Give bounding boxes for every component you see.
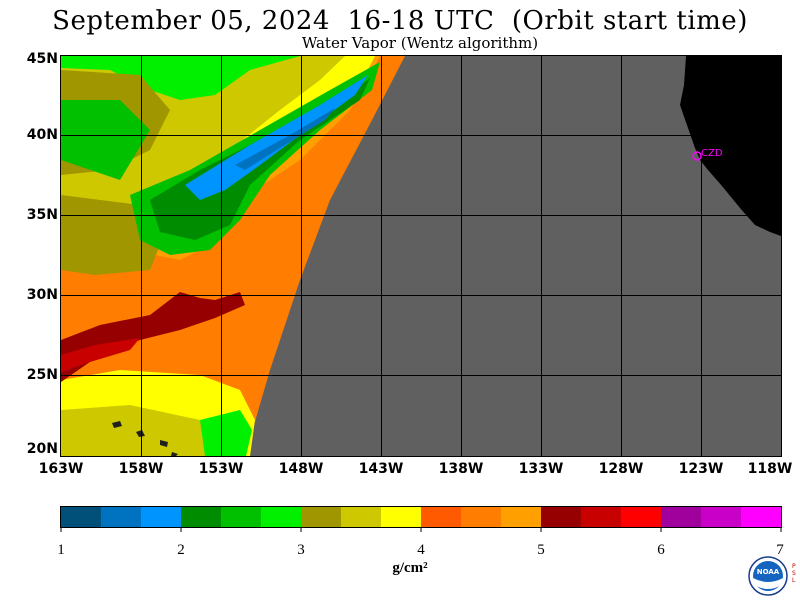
lon-label: 128W bbox=[598, 461, 644, 477]
lon-label: 138W bbox=[438, 461, 484, 477]
colorbar-swatch bbox=[341, 507, 382, 527]
station-marker: CZD bbox=[692, 148, 723, 161]
colorbar-swatch bbox=[381, 507, 422, 527]
colorbar-swatch bbox=[261, 507, 302, 527]
colorbar bbox=[60, 506, 782, 532]
vapor-zone-olive-south bbox=[61, 405, 245, 456]
north-america-coast bbox=[680, 56, 781, 236]
lat-label: 25N bbox=[26, 367, 58, 383]
grid-lines bbox=[61, 56, 781, 456]
colorbar-swatch bbox=[421, 507, 462, 527]
map-frame: CZD bbox=[61, 56, 781, 456]
colorbar-swatch bbox=[221, 507, 262, 527]
vapor-zone-blue-core bbox=[235, 108, 335, 170]
map-border bbox=[60, 55, 782, 457]
noaa-logo: NOAA bbox=[748, 556, 788, 596]
colorbar-swatch bbox=[141, 507, 182, 527]
colorbar-swatch bbox=[581, 507, 622, 527]
colorbar-swatch bbox=[61, 507, 102, 527]
land-mass bbox=[112, 56, 781, 456]
colorbar-tick-label: 2 bbox=[177, 542, 185, 558]
vapor-zone-green-south bbox=[200, 410, 252, 456]
vapor-zone-darkred bbox=[61, 292, 245, 382]
vapor-zone-blue bbox=[185, 75, 368, 200]
vapor-zone-green bbox=[61, 100, 150, 180]
lat-label: 20N bbox=[26, 441, 58, 457]
page-title: September 05, 2024 16-18 UTC (Orbit star… bbox=[52, 6, 748, 36]
hawaii-islands bbox=[112, 421, 178, 456]
lon-label: 158W bbox=[118, 461, 164, 477]
lon-label: 143W bbox=[358, 461, 404, 477]
colorbar-swatch bbox=[741, 507, 782, 527]
lat-label: 45N bbox=[26, 51, 58, 67]
lon-label: 148W bbox=[278, 461, 324, 477]
colorbar-unit: g/cm² bbox=[392, 560, 428, 576]
logo-text: NOAA bbox=[757, 568, 780, 576]
psl-text: P S L bbox=[792, 563, 796, 584]
lat-label: 35N bbox=[26, 207, 58, 223]
vapor-zone-green-light bbox=[61, 56, 300, 100]
colorbar-swatch bbox=[181, 507, 222, 527]
lat-label: 40N bbox=[26, 127, 58, 143]
station-label: CZD bbox=[701, 148, 723, 159]
colorbar-swatch bbox=[101, 507, 142, 527]
page-subtitle: Water Vapor (Wentz algorithm) bbox=[301, 34, 539, 52]
colorbar-tick-label: 4 bbox=[417, 542, 425, 558]
lon-label: 118W bbox=[747, 461, 793, 477]
station-symbol bbox=[692, 151, 702, 161]
colorbar-tick-label: 1 bbox=[57, 542, 65, 558]
colorbar-tick-label: 3 bbox=[297, 542, 305, 558]
colorbar-swatch bbox=[621, 507, 662, 527]
lon-label: 123W bbox=[678, 461, 724, 477]
colorbar-swatch bbox=[461, 507, 502, 527]
colorbar-swatch bbox=[701, 507, 742, 527]
colorbar-tick-label: 5 bbox=[537, 542, 545, 558]
lon-label: 153W bbox=[198, 461, 244, 477]
colorbar-tick-label: 6 bbox=[657, 542, 665, 558]
colorbar-swatch bbox=[541, 507, 582, 527]
lon-label: 163W bbox=[38, 461, 84, 477]
colorbar-swatch bbox=[301, 507, 342, 527]
colorbar-tick-label: 7 bbox=[776, 542, 784, 558]
colorbar-swatch bbox=[501, 507, 542, 527]
lat-label: 30N bbox=[26, 287, 58, 303]
lon-label: 133W bbox=[518, 461, 564, 477]
colorbar-swatch bbox=[661, 507, 702, 527]
vapor-zone-red bbox=[61, 338, 140, 372]
